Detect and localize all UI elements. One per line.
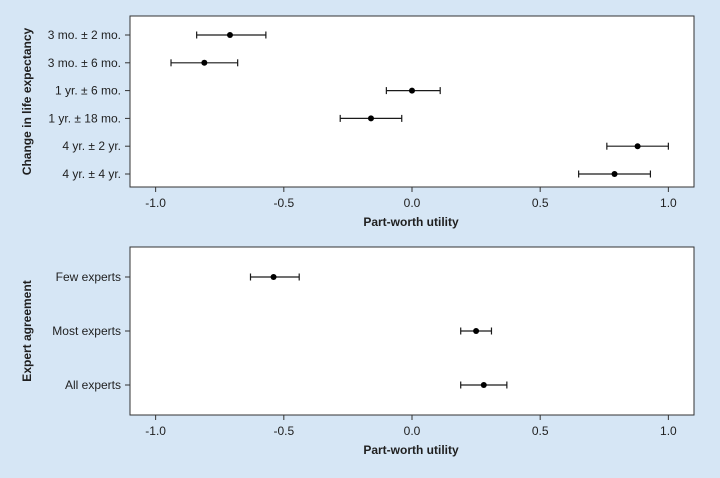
data-point [367, 115, 374, 122]
y-axis-title: Change in life expectancy [20, 27, 34, 175]
data-point [409, 87, 415, 94]
y-tick-label: Most experts [52, 324, 121, 338]
data-point [634, 143, 641, 150]
x-tick-label: 0.5 [532, 196, 549, 210]
x-tick-label: -0.5 [273, 196, 294, 210]
x-tick-label: -1.0 [145, 424, 166, 438]
y-tick-label: All experts [65, 378, 121, 392]
plot-area [129, 246, 695, 416]
x-tick-label: 0.0 [404, 424, 421, 438]
y-tick-label: 1 yr. ± 18 mo. [48, 111, 121, 125]
x-tick-label: 1.0 [660, 196, 677, 210]
x-tick-label: 1.0 [660, 424, 677, 438]
x-tick-label: 0.0 [404, 196, 421, 210]
data-point [226, 32, 233, 38]
data-point [270, 274, 277, 280]
y-tick-label: 3 mo. ± 2 mo. [48, 28, 121, 42]
x-tick-label: 0.5 [532, 424, 549, 438]
plot-area [129, 15, 695, 188]
data-point [611, 171, 618, 177]
data-point [480, 382, 487, 388]
y-tick-label: 4 yr. ± 4 yr. [62, 167, 121, 181]
y-tick-label: 1 yr. ± 6 mo. [55, 84, 121, 98]
y-tick-label: Few experts [56, 270, 121, 284]
y-axis-title: Expert agreement [20, 280, 34, 381]
chart-panel-2: -1.0 -0.5 0.0 0.5 1.0 Part-worth utility Exper… [20, 246, 695, 457]
data-point [201, 59, 208, 66]
x-tick-label: -0.5 [273, 424, 294, 438]
x-axis-title: Part-worth utility [363, 443, 459, 457]
x-axis-title: Part-worth utility [363, 215, 459, 229]
x-tick-label: -1.0 [145, 196, 166, 210]
y-tick-label: 3 mo. ± 6 mo. [48, 56, 121, 70]
chart-panel-1: -1.0 -0.5 0.0 0.5 1.0 Part-worth utility Chang… [20, 15, 695, 229]
y-tick-label: 4 yr. ± 2 yr. [62, 139, 121, 153]
data-point [473, 328, 480, 334]
